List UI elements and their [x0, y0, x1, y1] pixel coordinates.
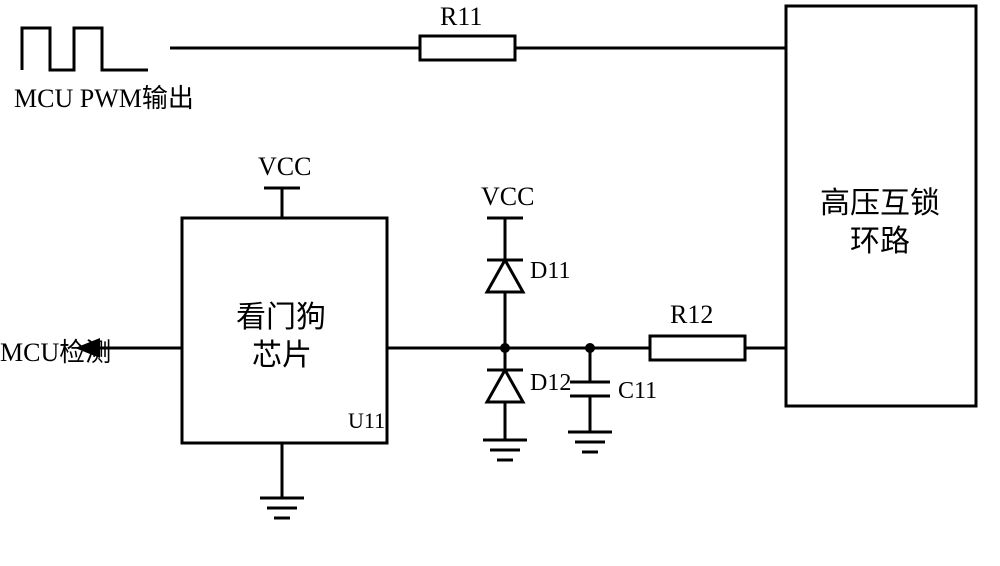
resistor-r11 [420, 36, 515, 60]
c11-label: C11 [618, 378, 657, 405]
u11-label: U11 [348, 408, 385, 434]
pwm-waveform [22, 28, 148, 70]
r11-label: R11 [440, 2, 482, 32]
d11-label: D11 [530, 258, 570, 285]
resistor-r12 [650, 336, 745, 360]
vcc2-label: VCC [481, 182, 534, 212]
d12-label: D12 [530, 370, 571, 397]
vcc1-label: VCC [258, 152, 311, 182]
diode-d12 [487, 370, 523, 402]
diode-d11 [487, 260, 523, 292]
watchdog-line2: 芯片 [252, 330, 312, 374]
mcu-detect-label: MCU检测 [0, 332, 111, 369]
hv-line2: 环路 [850, 216, 910, 260]
pwm-output-label: MCU PWM输出 [14, 78, 194, 115]
r12-label: R12 [670, 300, 713, 330]
